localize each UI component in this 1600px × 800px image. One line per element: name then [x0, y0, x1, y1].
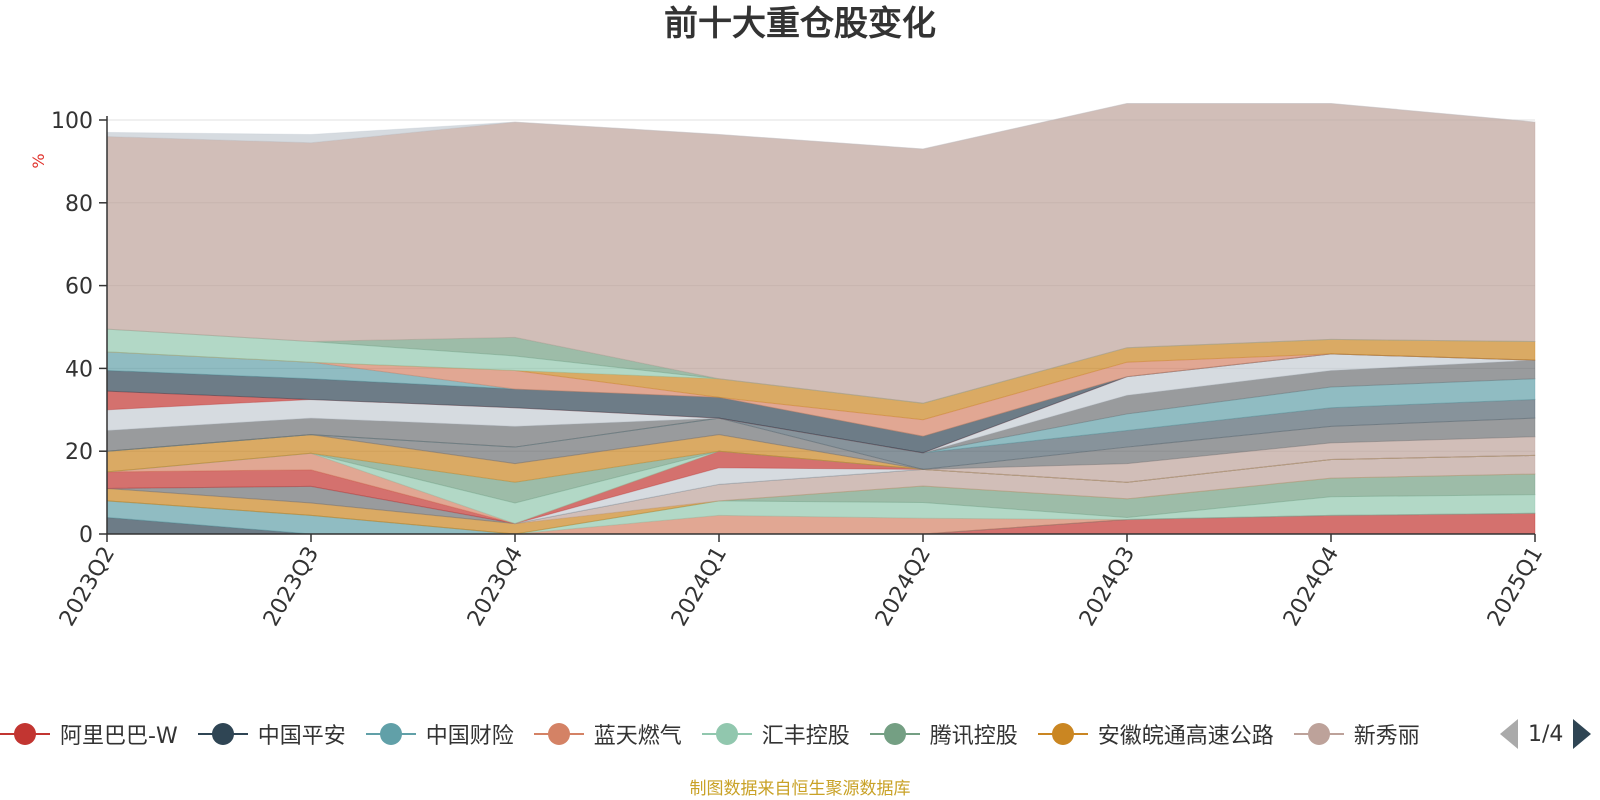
area-series-layer	[106, 102, 1536, 535]
legend-circle-icon	[1293, 722, 1344, 746]
legend-label: 安徽皖通高速公路	[1097, 724, 1274, 749]
legend-page-indicator: 1/4	[1528, 721, 1564, 747]
legend-circle-icon	[701, 722, 752, 746]
legend-circle-icon	[533, 722, 584, 746]
legend-item[interactable]: 腾讯控股	[869, 712, 1018, 756]
legend-circle-icon	[365, 722, 416, 746]
legend-label: 蓝天燃气	[593, 724, 682, 749]
y-tick-label: 20	[65, 440, 93, 465]
legend-label: 腾讯控股	[929, 724, 1018, 749]
legend-item[interactable]: 阿里巴巴-W	[0, 712, 178, 756]
area-series-18[interactable]	[106, 398, 1536, 470]
legend-label: 阿里巴巴-W	[60, 724, 178, 749]
area-series-19[interactable]	[106, 378, 1536, 454]
y-tick-label: 80	[65, 192, 93, 217]
legend-label: 新秀丽	[1353, 724, 1420, 749]
x-tick-label: 2025Q1	[1483, 543, 1548, 631]
legend-label: 汇丰控股	[761, 724, 850, 749]
area-series-20[interactable]	[106, 359, 1536, 454]
y-tick-label: 60	[65, 275, 93, 300]
x-tick-label: 2023Q3	[259, 543, 324, 631]
legend-circle-icon	[1037, 722, 1088, 746]
triangle-right-icon[interactable]	[1573, 719, 1592, 749]
legend: 阿里巴巴-W 中国平安 中国财险 蓝天燃气 汇丰控股 腾讯控股 安徽皖通高速公路 新秀丽 1/…	[0, 712, 1600, 756]
stacked-area-chart: 0 20 40 60 80 100 2023Q2 2023Q3 2023Q4 2024Q1 2024…	[29, 102, 1548, 631]
legend-label: 中国财险	[425, 724, 514, 749]
y-tick-label: 0	[79, 523, 93, 548]
legend-item[interactable]: 安徽皖通高速公路	[1037, 712, 1274, 756]
x-tick-label: 2024Q4	[1279, 543, 1344, 631]
legend-circle-icon	[869, 722, 920, 746]
y-tick-label: 100	[51, 109, 93, 134]
source-note: 制图数据来自恒生聚源数据库	[689, 779, 911, 799]
legend-item[interactable]: 汇丰控股	[701, 712, 850, 756]
triangle-left-icon[interactable]	[1500, 719, 1518, 749]
x-tick-label: 2024Q3	[1075, 543, 1140, 631]
chart-title: 前十大重仓股变化	[664, 4, 936, 44]
legend-circle-icon	[0, 722, 50, 746]
legend-item[interactable]: 中国财险	[365, 712, 514, 756]
legend-item[interactable]: 蓝天燃气	[533, 712, 682, 756]
legend-pager: 1/4	[1500, 712, 1592, 756]
legend-items: 阿里巴巴-W 中国平安 中国财险 蓝天燃气 汇丰控股 腾讯控股 安徽皖通高速公路 新秀丽	[0, 712, 1480, 756]
area-series-30[interactable]	[106, 102, 1536, 150]
x-tick-label: 2024Q2	[871, 543, 936, 631]
legend-item[interactable]: 中国平安	[197, 712, 346, 756]
y-tick-label: 40	[65, 357, 93, 382]
x-tick-label: 2023Q4	[463, 543, 528, 631]
legend-label: 中国平安	[257, 724, 346, 749]
legend-circle-icon	[197, 722, 248, 746]
area-series-29[interactable]	[106, 102, 1536, 404]
legend-item[interactable]: 新秀丽	[1293, 712, 1420, 756]
x-tick-label: 2023Q2	[55, 543, 120, 631]
x-tick-label: 2024Q1	[667, 543, 732, 631]
y-axis-unit: %	[29, 153, 48, 168]
